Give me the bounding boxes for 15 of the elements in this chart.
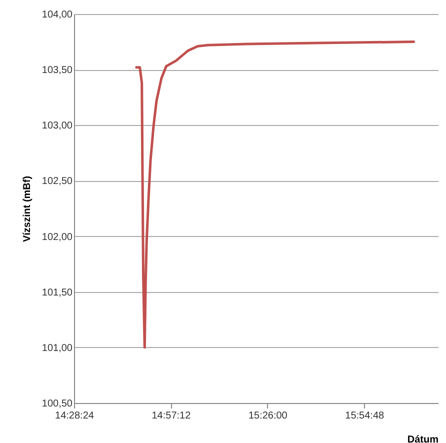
y-tick-label: 102,00	[42, 232, 73, 243]
y-tick-label: 104,00	[42, 10, 73, 20]
y-tick-label: 101,50	[42, 287, 73, 298]
x-tick-label: 14:28:24	[55, 410, 94, 422]
y-tick-label: 100,50	[42, 398, 73, 410]
line-series	[135, 40, 416, 349]
y-tick-label: 103,00	[42, 120, 73, 132]
y-axis-title: Vízszint (mBf)	[22, 176, 33, 242]
x-tick-label: 15:26:00	[248, 410, 288, 422]
y-tick-label: 101,00	[42, 342, 73, 354]
x-tick-label: 15:54:48	[345, 410, 385, 422]
x-tick-label: 14:57:12	[152, 410, 192, 422]
y-tick-label: 102,50	[42, 176, 73, 188]
y-tick-label: 103,50	[42, 65, 73, 76]
x-axis-title: Dátum	[407, 434, 439, 443]
